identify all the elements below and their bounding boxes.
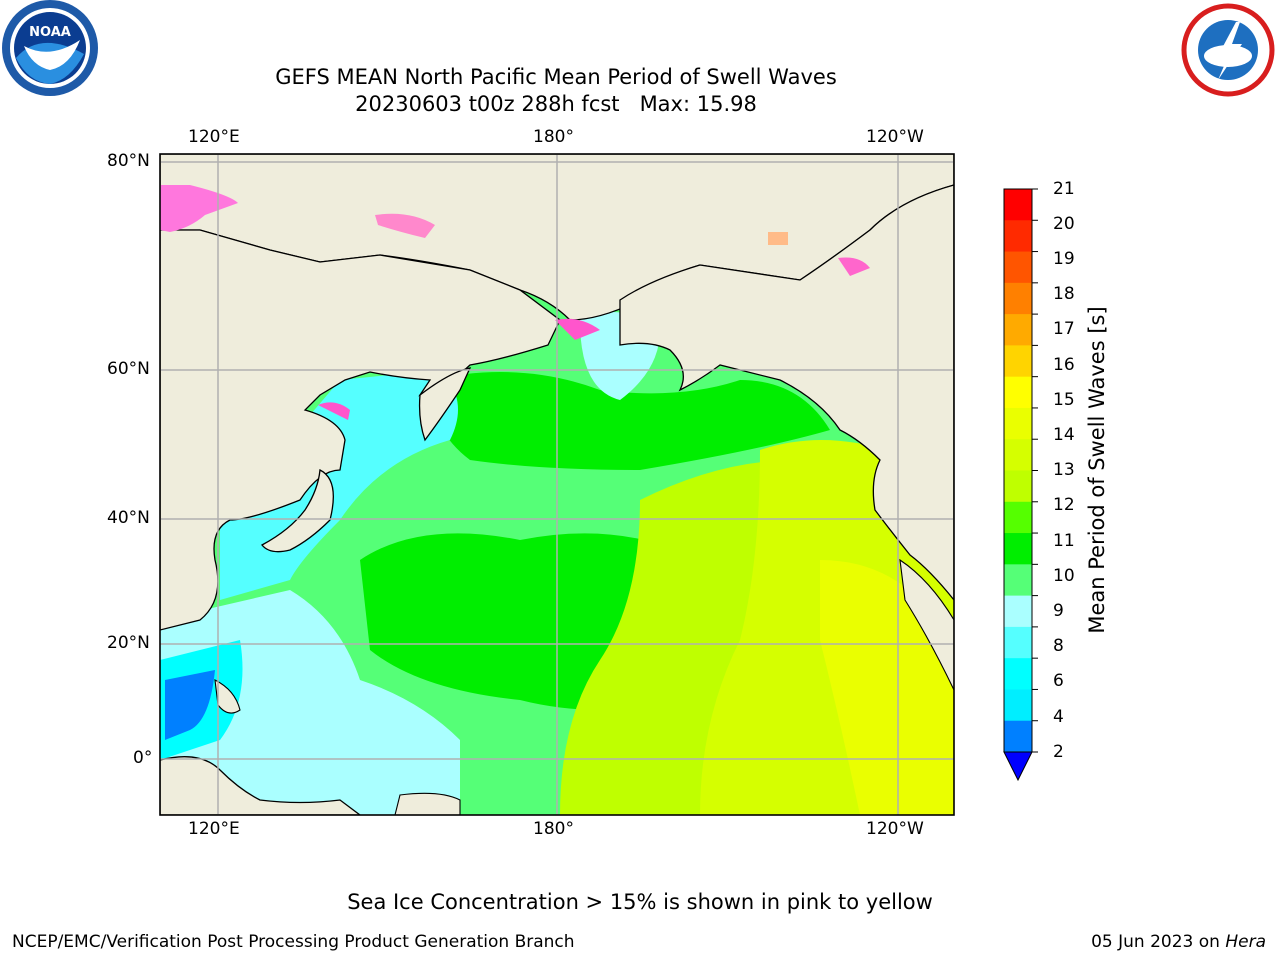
footer-credit: NCEP/EMC/Verification Post Processing Pr…: [12, 932, 575, 952]
lon-label-bottom-120e: 120°E: [188, 819, 240, 839]
colorbar-segment: [1004, 564, 1032, 597]
lat-label-0: 0°: [133, 748, 153, 768]
sea-ice-okhotsk: [318, 402, 350, 420]
colorbar-segment: [1004, 220, 1032, 253]
colorbar-segment: [1004, 501, 1032, 534]
lon-label-top-120w: 120°W: [866, 127, 924, 147]
swell-region-4s: [165, 670, 215, 740]
swell-region-north-11s: [430, 372, 830, 470]
sea-ice-east-siberian: [768, 232, 788, 245]
colorbar-segment: [1004, 189, 1032, 221]
colorbar-segment: [1004, 407, 1032, 440]
colorbar-tick: 2: [1053, 742, 1064, 762]
colorbar-segment: [1004, 626, 1032, 659]
lat-label-40n: 40°N: [107, 508, 150, 528]
colorbar-tick: 21: [1053, 179, 1075, 199]
colorbar-segment: [1004, 439, 1032, 471]
lon-label-top-120e: 120°E: [188, 127, 240, 147]
colorbar-segment: [1004, 314, 1032, 346]
colorbar-segment: [1004, 376, 1032, 409]
asia-landmass: [160, 229, 561, 631]
colorbar-tick: 14: [1053, 425, 1075, 445]
footer-date-text: 05 Jun 2023 on: [1091, 932, 1226, 952]
colorbar-segment: [1004, 689, 1032, 722]
maritime-continent: [160, 756, 362, 815]
philippines: [214, 679, 241, 714]
japan: [261, 468, 334, 553]
noaa-logo: NOAA: [0, 0, 104, 108]
north-america: [619, 184, 954, 602]
colorbar-tick: 11: [1053, 531, 1075, 551]
colorbar-segment: [1004, 595, 1032, 628]
sea-ice-laptev: [375, 213, 435, 238]
colorbar-tick: 8: [1053, 636, 1064, 656]
sea-ice-bering-strait: [555, 318, 600, 340]
colorbar-segment: [1004, 251, 1032, 284]
colorbar-tick: 6: [1053, 671, 1064, 691]
lon-label-bottom-120w: 120°W: [866, 819, 924, 839]
colorbar-segment: [1004, 533, 1032, 565]
map-frame: [159, 153, 955, 816]
colorbar-tick: 9: [1053, 601, 1064, 621]
sea-ice-beaufort: [838, 257, 870, 276]
colorbar-tick: 17: [1053, 319, 1075, 339]
colorbar-tick: 15: [1053, 390, 1075, 410]
colorbar-tick: 20: [1053, 214, 1075, 234]
colorbar-segment: [1004, 658, 1032, 690]
lat-label-80n: 80°N: [107, 151, 150, 171]
map-subtitle: 20230603 t00z 288h fcst Max: 15.98: [355, 92, 757, 116]
colorbar-tick: 18: [1053, 284, 1075, 304]
lat-label-20n: 20°N: [107, 633, 150, 653]
svg-text:NOAA: NOAA: [29, 25, 71, 40]
colorbar-tick: 10: [1053, 566, 1075, 586]
lon-label-top-180: 180°: [533, 127, 574, 147]
nws-logo: [1178, 2, 1278, 106]
graticule: [160, 154, 954, 815]
colorbar-segment: [1004, 720, 1032, 753]
lon-label-bottom-180: 180°: [533, 819, 574, 839]
colorbar-label: Mean Period of Swell Waves [s]: [1085, 306, 1109, 634]
colorbar-tick: 13: [1053, 460, 1075, 480]
colorbar-segment: [1004, 345, 1032, 378]
colorbar-segment: [1004, 282, 1032, 315]
footer-machine: Hera: [1225, 932, 1266, 952]
sea-ice-note: Sea Ice Concentration > 15% is shown in …: [347, 890, 933, 914]
new-guinea: [394, 792, 461, 815]
map-title: GEFS MEAN North Pacific Mean Period of S…: [275, 65, 837, 89]
lat-label-60n: 60°N: [107, 359, 150, 379]
colorbar-extend-triangle: [1003, 751, 1033, 782]
colorbar-tick: 12: [1053, 495, 1075, 515]
colorbar: [1003, 188, 1038, 782]
kamchatka: [418, 367, 472, 442]
footer-date: 05 Jun 2023 on Hera: [1091, 932, 1266, 952]
colorbar-tick: 16: [1053, 355, 1075, 375]
colorbar-segment: [1004, 470, 1032, 503]
colorbar-tick: 19: [1053, 249, 1075, 269]
colorbar-tick: 4: [1053, 707, 1064, 727]
